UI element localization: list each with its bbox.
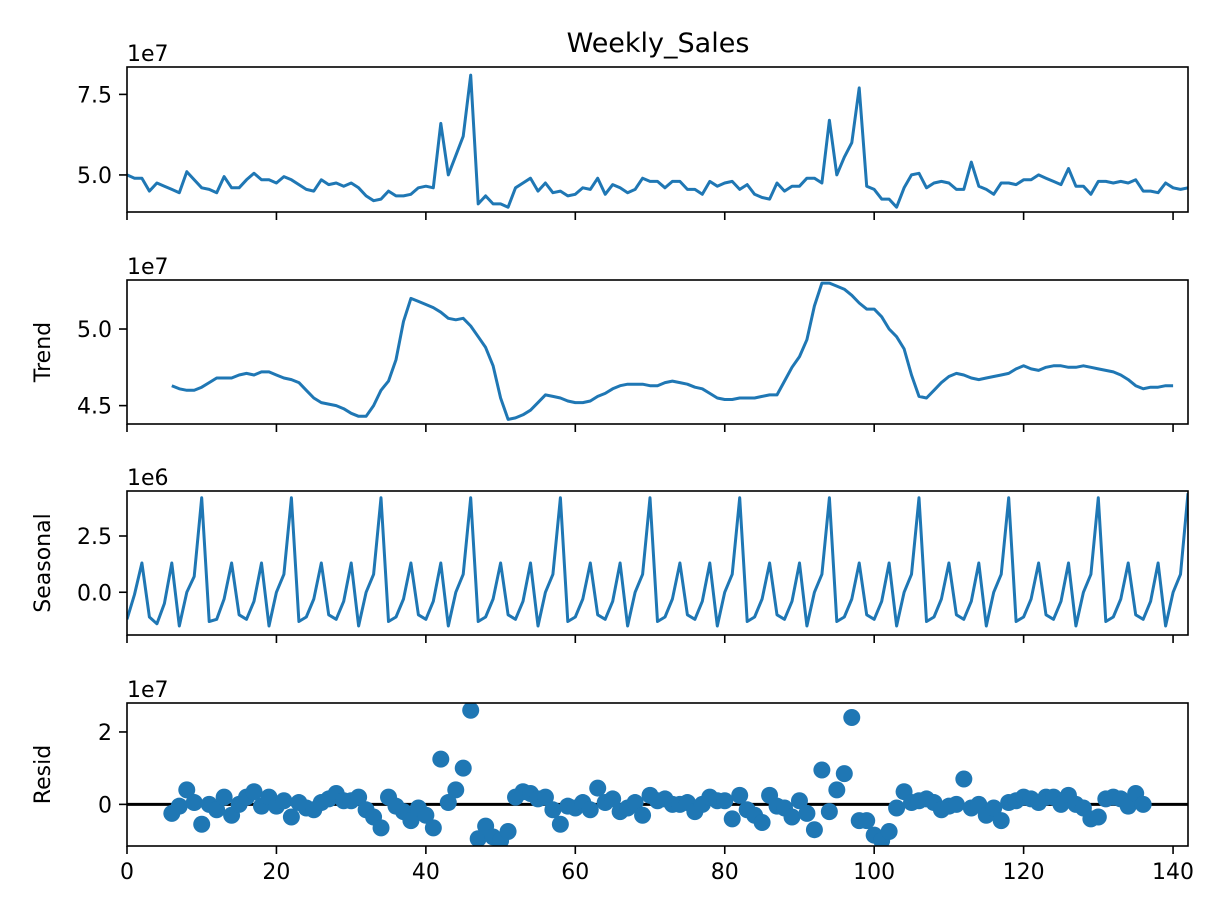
y-tick-label: 0.0 (77, 581, 112, 606)
resid-point (589, 779, 607, 797)
resid-point (193, 815, 211, 833)
x-tick-label: 80 (711, 860, 739, 885)
resid-point (551, 815, 569, 833)
resid-point (813, 761, 831, 779)
resid-point (828, 781, 846, 799)
resid-point (469, 830, 487, 846)
resid-point (499, 823, 517, 841)
resid-point (790, 792, 808, 810)
resid-point (626, 794, 644, 812)
axes-frame-seasonal (126, 490, 1189, 636)
resid-point (843, 708, 861, 726)
axes-frame-resid (126, 702, 1189, 847)
resid-point (432, 750, 450, 768)
resid-point (245, 783, 263, 801)
resid-point (402, 812, 420, 830)
resid-point (282, 808, 300, 826)
resid-point (888, 799, 906, 817)
axis-exponent-label: 1e7 (127, 678, 169, 703)
y-axis-label: Trend (31, 322, 56, 383)
resid-point (955, 770, 973, 788)
resid-point (208, 801, 226, 819)
series-line-seasonal (127, 493, 1188, 628)
resid-point (604, 790, 622, 808)
axis-exponent-label: 1e7 (127, 255, 169, 280)
axis-exponent-label: 1e6 (127, 466, 169, 491)
resid-point (985, 799, 1003, 817)
axes-frame-trend (126, 279, 1189, 425)
panel-seasonal: 0.0 2.5 1e6 Seasonal (31, 466, 1189, 643)
resid-point (215, 788, 233, 806)
resid-point (753, 813, 771, 831)
resid-point (536, 788, 554, 806)
resid-point (1089, 808, 1107, 826)
y-tick-label: 7.5 (77, 83, 112, 108)
x-tick-label: 140 (1152, 860, 1194, 885)
data-resid (127, 703, 1188, 846)
resid-point (858, 812, 876, 830)
resid-point (1134, 795, 1152, 813)
y-tick-label: 5.0 (77, 164, 112, 189)
resid-point (634, 806, 652, 824)
resid-point (1119, 797, 1137, 815)
resid-point (447, 781, 465, 799)
y-tick-label: 2.5 (77, 525, 112, 550)
chart-title: Weekly_Sales (567, 28, 750, 59)
axes-frame-observed (126, 66, 1189, 213)
resid-point (462, 703, 480, 719)
resid-point (798, 804, 816, 822)
y-tick-label: 4.5 (77, 395, 112, 420)
resid-point (178, 781, 196, 799)
data-observed (127, 73, 1188, 209)
resid-point (439, 794, 457, 812)
y-tick-label: 5.0 (77, 318, 112, 343)
resid-point (723, 810, 741, 828)
resid-point (731, 786, 749, 804)
x-tick-label: 120 (1003, 860, 1045, 885)
y-tick-label: 0 (98, 793, 112, 818)
resid-point (424, 819, 442, 837)
resid-point (820, 803, 838, 821)
resid-point (947, 795, 965, 813)
resid-point (372, 819, 390, 837)
series-line-trend (171, 281, 1174, 421)
resid-point (275, 792, 293, 810)
x-tick-label: 100 (853, 860, 895, 885)
x-tick-label: 20 (262, 860, 290, 885)
axis-exponent-label: 1e7 (127, 42, 169, 67)
resid-point (417, 806, 435, 824)
resid-point (783, 808, 801, 826)
panel-observed: 5.0 7.5 1e7 (77, 42, 1189, 220)
resid-point (544, 801, 562, 819)
resid-point (992, 812, 1010, 830)
series-line-observed (127, 73, 1188, 209)
resid-point (805, 821, 823, 839)
x-tick-label: 0 (120, 860, 134, 885)
resid-point (454, 759, 472, 777)
panel-resid: 0 20 40 60 80 100 120 140 0 2 1e7 Resid (31, 678, 1194, 885)
resid-point (185, 794, 203, 812)
resid-point (350, 788, 368, 806)
panel-trend: 4.5 5.0 1e7 Trend (31, 255, 1189, 432)
x-tick-label: 40 (412, 860, 440, 885)
y-tick-label: 2 (98, 721, 112, 746)
data-trend (171, 281, 1174, 421)
data-seasonal (127, 493, 1188, 628)
resid-point (880, 823, 898, 841)
resid-point (170, 797, 188, 815)
y-axis-label: Seasonal (31, 513, 56, 612)
resid-point (835, 765, 853, 783)
y-axis-label: Resid (31, 745, 56, 804)
x-tick-label: 60 (561, 860, 589, 885)
resid-point (581, 801, 599, 819)
resid-point (716, 792, 734, 810)
